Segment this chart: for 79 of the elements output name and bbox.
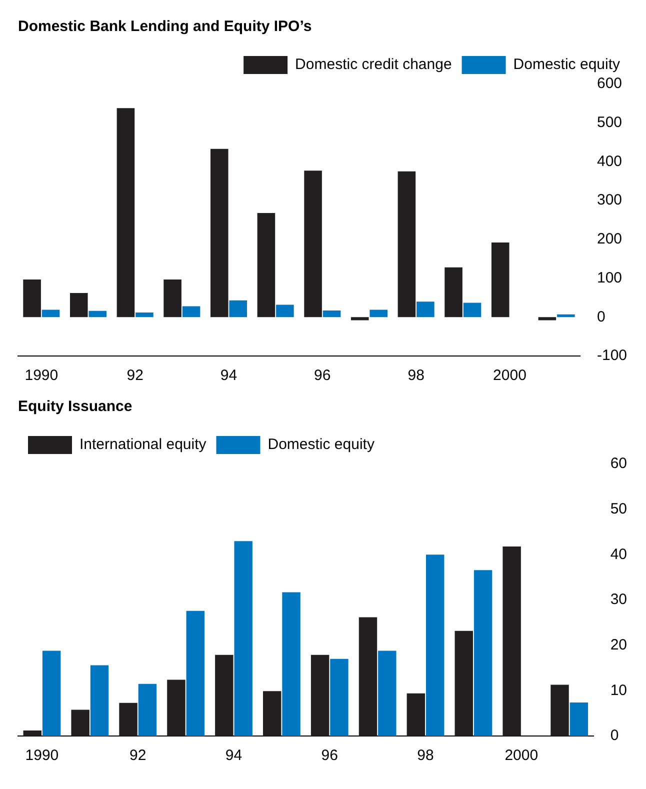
bar — [186, 610, 204, 736]
y-tick-label: 600 — [596, 75, 622, 92]
y-tick-label: 400 — [596, 152, 622, 170]
bar — [322, 310, 341, 318]
bar — [358, 617, 378, 736]
y-tick-label: 60 — [610, 455, 628, 472]
x-tick-label: 92 — [130, 747, 146, 764]
y-tick-label: 40 — [610, 546, 628, 563]
legend-label: Domestic equity — [268, 436, 375, 454]
bar — [491, 242, 510, 318]
bar — [23, 279, 41, 318]
bar — [378, 650, 396, 736]
y-tick-label: 30 — [610, 591, 628, 608]
legend-label: Domestic equity — [513, 56, 620, 74]
bar — [262, 691, 282, 736]
y-tick-label: 300 — [596, 192, 622, 209]
bar — [215, 654, 234, 736]
bar — [182, 306, 200, 318]
x-tick-label: 94 — [225, 747, 242, 764]
bar — [350, 317, 369, 320]
bar — [90, 665, 109, 736]
bar — [282, 592, 300, 736]
y-tick-label: -100 — [596, 347, 628, 364]
legend-label: Domestic credit change — [295, 56, 452, 74]
bar — [463, 302, 482, 318]
y-tick-label: 100 — [596, 269, 622, 286]
bar — [538, 317, 556, 320]
bar — [167, 680, 186, 736]
bar — [164, 279, 182, 318]
bar — [70, 293, 88, 318]
bar — [88, 310, 107, 318]
bar — [474, 570, 492, 736]
bar — [310, 654, 330, 736]
bar — [454, 630, 473, 736]
bar — [210, 148, 228, 318]
bar — [71, 710, 90, 736]
y-tick-label: 50 — [610, 500, 628, 518]
x-tick-label: 98 — [417, 747, 434, 764]
x-tick-label: 98 — [408, 367, 424, 384]
y-tick-label: 0 — [610, 727, 619, 744]
x-tick-label: 1990 — [25, 747, 59, 764]
y-tick-label: 20 — [610, 636, 628, 654]
bar — [398, 171, 416, 318]
bar — [138, 684, 157, 736]
bar — [370, 310, 388, 318]
bar — [276, 304, 294, 318]
bar — [23, 730, 42, 736]
bar — [42, 310, 60, 318]
bar — [502, 546, 521, 736]
bar — [234, 541, 252, 736]
bar — [119, 702, 138, 736]
x-tick-label: 96 — [321, 747, 338, 764]
bar — [444, 267, 462, 318]
x-tick-label: 96 — [314, 367, 331, 384]
bar — [416, 302, 434, 318]
bar — [136, 312, 154, 318]
bar — [406, 693, 426, 736]
bar — [116, 108, 135, 318]
x-tick-label: 2000 — [493, 367, 526, 384]
bar — [426, 554, 444, 736]
x-tick-label: 92 — [126, 367, 144, 384]
bar — [229, 300, 248, 318]
bar — [257, 213, 276, 318]
bar — [330, 658, 348, 736]
legend-label: International equity — [80, 436, 207, 454]
bar — [570, 702, 588, 736]
y-tick-label: 0 — [596, 308, 606, 326]
bar — [550, 684, 569, 736]
y-tick-label: 500 — [596, 114, 622, 131]
x-tick-label: 2000 — [504, 747, 538, 764]
chart-title: Domestic Bank Lending and Equity IPO’s — [18, 18, 312, 36]
x-tick-label: 94 — [220, 367, 238, 384]
bar — [557, 314, 575, 318]
y-tick-label: 200 — [596, 230, 622, 248]
chart-title: Equity Issuance — [18, 398, 132, 416]
y-tick-label: 10 — [610, 682, 628, 699]
x-tick-label: 1990 — [24, 367, 58, 384]
bar — [304, 170, 322, 318]
bar — [42, 650, 61, 736]
